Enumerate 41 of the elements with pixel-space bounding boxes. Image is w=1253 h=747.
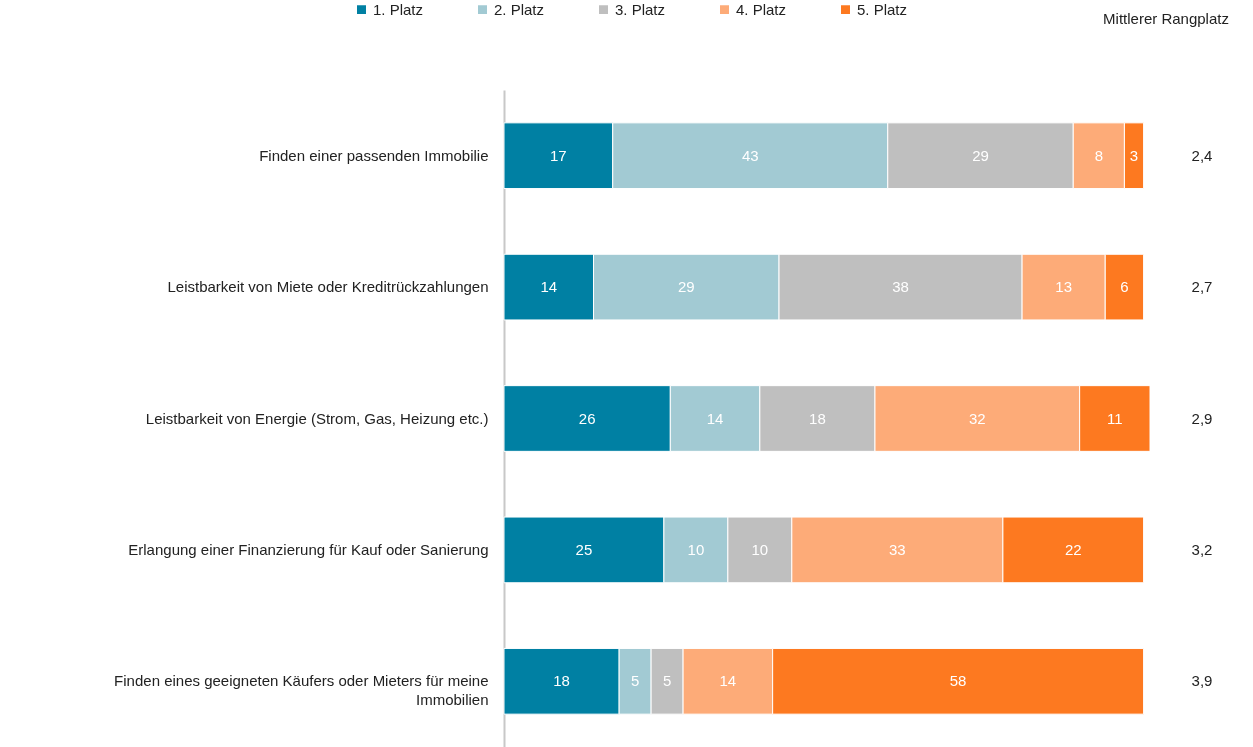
data-label: 43 <box>741 146 759 164</box>
data-label: 18 <box>809 409 826 427</box>
legend-label: 1. Platz <box>373 0 424 18</box>
data-label: 58 <box>949 672 967 690</box>
legend-label: 5. Platz <box>857 0 908 18</box>
y-tick-label: Leistbarkeit von Miete oder Kreditrückzahlungen <box>167 278 489 296</box>
data-label: 29 <box>972 146 989 164</box>
y-tick-label: Leistbarkeit von Energie (Strom, Gas, Heizung etc.) <box>145 409 489 427</box>
data-label: 18 <box>553 672 570 690</box>
text: 2,7 <box>1191 278 1213 296</box>
data-label: 14 <box>719 672 737 690</box>
y-tick-label: Erlangung einer Finanzierung für Kauf oder Sanierung <box>128 540 489 558</box>
text: 3,2 <box>1191 540 1213 558</box>
legend-label: 2. Platz <box>494 0 545 18</box>
legend-label: 4. Platz <box>736 0 787 18</box>
data-label: 6 <box>1120 278 1129 296</box>
data-label: 26 <box>578 409 596 427</box>
data-label: 11 <box>1107 409 1123 427</box>
data-label: 14 <box>540 278 558 296</box>
data-label: 29 <box>677 278 695 296</box>
data-label: 25 <box>575 540 593 558</box>
data-label: 14 <box>706 409 724 427</box>
legend-label: 3. Platz <box>615 0 666 18</box>
data-label: 22 <box>1064 540 1082 558</box>
data-label: 38 <box>892 278 909 296</box>
data-label: 8 <box>1094 146 1103 164</box>
data-label: 10 <box>751 540 769 558</box>
y-tick-label: Finden eines geeigneten Käufers oder Mieters für meine Immobilien <box>114 672 489 709</box>
data-label: 17 <box>550 146 567 164</box>
y-tick-label: Finden einer passenden Immobilie <box>259 146 489 164</box>
text: 2,4 <box>1191 146 1213 164</box>
text: Mittlerer Rangplatz <box>1103 10 1229 27</box>
data-label: 10 <box>687 540 705 558</box>
data-label: 3 <box>1129 146 1139 164</box>
data-label: 32 <box>968 409 986 427</box>
data-label: 33 <box>889 540 906 558</box>
data-label: 5 <box>662 672 672 690</box>
data-label: 5 <box>630 672 640 690</box>
text: 2,9 <box>1191 409 1213 427</box>
data-label: 13 <box>1055 278 1072 296</box>
text: 3,9 <box>1191 672 1213 690</box>
